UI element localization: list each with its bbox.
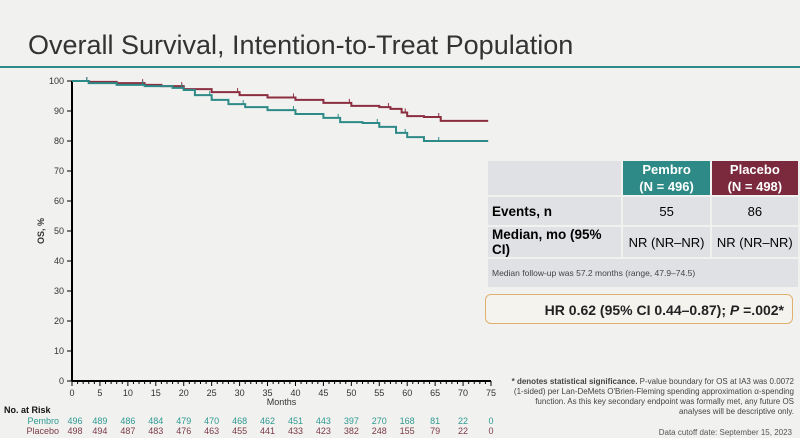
y-tick-label: 30 [54, 286, 64, 296]
at-risk-value: 0 [488, 426, 493, 436]
x-tick-label: 20 [179, 388, 189, 398]
at-risk-value: 476 [176, 426, 191, 436]
data-cutoff: Data cutoff date: September 15, 2023 [658, 428, 792, 437]
at-risk-value: 433 [288, 426, 303, 436]
at-risk-value: 468 [232, 416, 247, 426]
at-risk-value: 479 [176, 416, 191, 426]
follow-up-note: Median follow-up was 57.2 months (range,… [488, 259, 798, 287]
at-risk-value: 463 [204, 426, 219, 436]
x-tick-label: 60 [402, 388, 412, 398]
x-tick-label: 35 [263, 388, 273, 398]
y-tick-label: 10 [54, 346, 64, 356]
at-risk-group: Pembro [27, 416, 59, 426]
at-risk-value: 455 [232, 426, 247, 436]
table-row: Events, n 55 86 [488, 197, 798, 225]
y-tick-label: 60 [54, 196, 64, 206]
table-row: Median, mo (95% CI) NR (NR–NR) NR (NR–NR) [488, 227, 798, 257]
at-risk-value: 470 [204, 416, 219, 426]
y-tick-label: 20 [54, 316, 64, 326]
placebo-header: Placebo (N = 498) [711, 161, 798, 195]
y-tick-label: 100 [49, 76, 64, 86]
at-risk-value: 382 [344, 426, 359, 436]
y-axis-label: OS, % [36, 218, 46, 244]
at-risk-value: 168 [400, 416, 415, 426]
pembro-header-label: Pembro [642, 162, 691, 177]
at-risk-value: 248 [372, 426, 387, 436]
at-risk-value: 443 [316, 416, 331, 426]
km-curve-2 [72, 80, 489, 142]
x-tick-label: 15 [151, 388, 161, 398]
x-tick-label: 30 [235, 388, 245, 398]
at-risk-label: No. at Risk [4, 405, 52, 415]
at-risk-value: 462 [260, 416, 275, 426]
at-risk-value: 487 [120, 426, 135, 436]
title-divider [0, 66, 800, 68]
placebo-header-label: Placebo [729, 162, 780, 177]
at-risk-value: 496 [67, 416, 82, 426]
at-risk-value: 79 [430, 426, 440, 436]
at-risk-value: 155 [400, 426, 415, 436]
y-tick-label: 40 [54, 256, 64, 266]
at-risk-value: 494 [92, 426, 107, 436]
at-risk-value: 489 [92, 416, 107, 426]
y-tick-label: 70 [54, 166, 64, 176]
placebo-events: 86 [711, 197, 798, 225]
y-tick-label: 0 [59, 376, 64, 386]
x-tick-label: 10 [123, 388, 133, 398]
footnote-bold: * denotes statistical significance. [511, 377, 638, 386]
placebo-n: (N = 498) [727, 179, 783, 194]
x-tick-label: 45 [318, 388, 328, 398]
x-tick-label: 25 [207, 388, 217, 398]
pembro-n: (N = 496) [639, 179, 694, 194]
y-tick-label: 50 [54, 226, 64, 236]
summary-table: Pembro (N = 496) Placebo (N = 498) Events,… [486, 159, 800, 289]
at-risk-value: 484 [148, 416, 163, 426]
hr-text: HR 0.62 (95% CI 0.44–0.87); [544, 302, 730, 318]
y-tick-label: 80 [54, 136, 64, 146]
page-title: Overall Survival, Intention-to-Treat Pop… [28, 30, 574, 60]
km-curve-1 [72, 80, 489, 122]
pembro-header: Pembro (N = 496) [623, 161, 710, 195]
x-axis-label: Months [267, 397, 297, 407]
y-tick-label: 90 [54, 106, 64, 116]
placebo-median: NR (NR–NR) [711, 227, 798, 257]
x-tick-label: 75 [486, 388, 496, 398]
x-tick-label: 65 [430, 388, 440, 398]
x-tick-label: 55 [374, 388, 384, 398]
at-risk-value: 81 [430, 416, 440, 426]
at-risk-value: 441 [260, 426, 275, 436]
p-value: =.002* [739, 302, 784, 318]
at-risk-value: 397 [344, 416, 359, 426]
x-tick-label: 5 [97, 388, 102, 398]
x-tick-label: 50 [346, 388, 356, 398]
at-risk-value: 451 [288, 416, 303, 426]
at-risk-value: 423 [316, 426, 331, 436]
x-tick-label: 70 [458, 388, 468, 398]
at-risk-value: 22 [458, 426, 468, 436]
p-label: P [729, 302, 740, 318]
at-risk-value: 0 [488, 416, 493, 426]
at-risk-group: Placebo [26, 426, 59, 436]
at-risk-value: 483 [148, 426, 163, 436]
at-risk-value: 22 [458, 416, 468, 426]
footnote: * denotes statistical significance. P-va… [506, 377, 794, 417]
x-tick-label: 40 [290, 388, 300, 398]
at-risk-value: 498 [67, 426, 82, 436]
at-risk-value: 270 [372, 416, 387, 426]
pembro-median: NR (NR–NR) [623, 227, 710, 257]
x-tick-label: 0 [69, 388, 74, 398]
pembro-events: 55 [623, 197, 710, 225]
row-label: Median, mo (95% CI) [488, 227, 622, 257]
footnote-text: P-value boundary for OS at IA3 was 0.007… [513, 377, 794, 416]
table-corner [488, 161, 622, 195]
hazard-ratio-box: HR 0.62 (95% CI 0.44–0.87); P =.002* [485, 294, 793, 324]
row-label: Events, n [488, 197, 622, 225]
at-risk-value: 486 [120, 416, 135, 426]
